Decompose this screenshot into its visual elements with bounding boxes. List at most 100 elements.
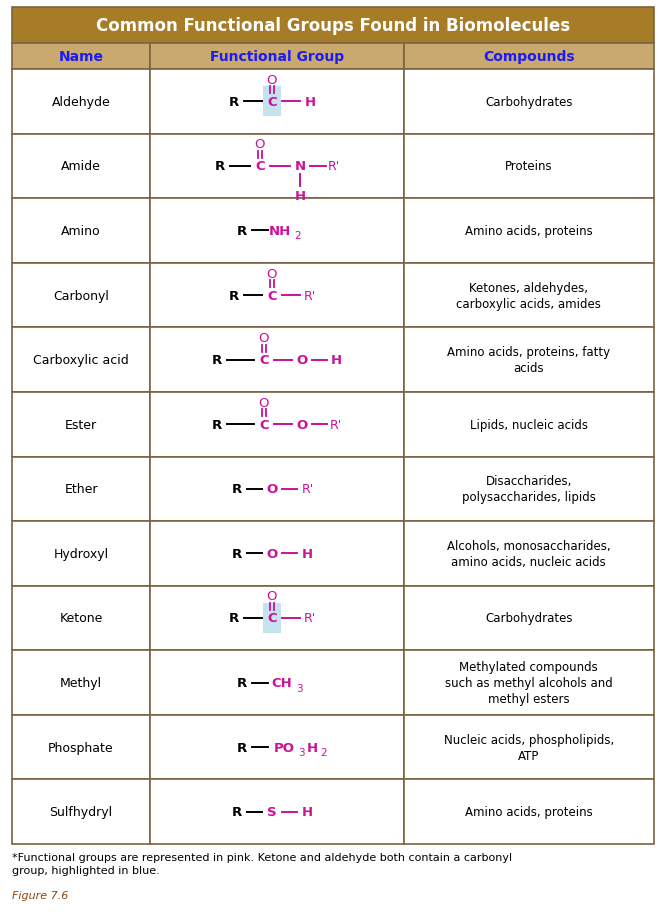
Text: Ketones, aldehydes,
carboxylic acids, amides: Ketones, aldehydes, carboxylic acids, am…	[456, 281, 601, 311]
Text: Carboxylic acid: Carboxylic acid	[33, 354, 129, 367]
Text: Ester: Ester	[65, 418, 97, 431]
Bar	[12, 264, 150, 328]
Text: R: R	[236, 225, 247, 238]
Text: H: H	[294, 190, 306, 203]
Text: Lipids, nucleic acids: Lipids, nucleic acids	[470, 418, 588, 431]
Text: Nucleic acids, phospholipids,
ATP: Nucleic acids, phospholipids, ATP	[444, 732, 614, 762]
Bar	[150, 392, 404, 457]
Text: Methylated compounds
such as methyl alcohols and
methyl esters: Methylated compounds such as methyl alco…	[445, 661, 613, 705]
Bar	[150, 779, 404, 844]
Text: R': R'	[304, 612, 316, 625]
Bar	[404, 328, 654, 392]
Text: Common Functional Groups Found in Biomolecules: Common Functional Groups Found in Biomol…	[96, 17, 570, 35]
Text: Sulfhydryl: Sulfhydryl	[49, 805, 113, 818]
Text: N: N	[294, 160, 306, 173]
Text: O: O	[254, 138, 265, 152]
Bar	[150, 328, 404, 392]
Text: Functional Group: Functional Group	[210, 50, 344, 64]
Bar	[150, 134, 404, 199]
Text: Ketone: Ketone	[59, 612, 103, 625]
Bar	[263, 603, 281, 633]
Text: C: C	[267, 612, 276, 625]
Bar	[404, 264, 654, 328]
Text: Ether: Ether	[64, 482, 98, 495]
Text: Alcohols, monosaccharides,
amino acids, nucleic acids: Alcohols, monosaccharides, amino acids, …	[447, 539, 611, 568]
Bar	[12, 8, 654, 44]
Text: O: O	[296, 354, 308, 367]
Text: R: R	[212, 418, 222, 431]
Text: R: R	[228, 612, 239, 625]
Text: 2: 2	[294, 232, 301, 241]
Bar	[12, 70, 150, 134]
Text: R: R	[214, 160, 225, 173]
Text: R': R'	[330, 418, 342, 431]
Text: Phosphate: Phosphate	[48, 741, 114, 754]
Text: R': R'	[302, 482, 314, 495]
Text: O: O	[296, 418, 308, 431]
Text: R': R'	[304, 289, 316, 302]
Text: Hydroxyl: Hydroxyl	[53, 548, 109, 561]
Text: C: C	[267, 96, 276, 108]
Bar	[150, 264, 404, 328]
Bar	[263, 87, 281, 117]
Text: C: C	[255, 160, 264, 173]
Text: 3: 3	[296, 683, 303, 693]
Text: R: R	[232, 548, 242, 561]
Bar	[404, 651, 654, 715]
Bar	[404, 44, 654, 70]
Text: C: C	[267, 289, 276, 302]
Text: Carbohydrates: Carbohydrates	[485, 612, 573, 625]
Text: 3: 3	[298, 747, 305, 757]
Text: Amino acids, proteins: Amino acids, proteins	[465, 805, 593, 818]
Text: Amino acids, proteins, fatty
acids: Amino acids, proteins, fatty acids	[448, 346, 610, 375]
Bar	[12, 651, 150, 715]
Bar	[12, 328, 150, 392]
Bar	[150, 457, 404, 521]
Text: R: R	[236, 741, 247, 754]
Text: O: O	[258, 332, 269, 345]
Bar	[404, 134, 654, 199]
Bar	[12, 779, 150, 844]
Text: H: H	[306, 741, 318, 754]
Text: R: R	[236, 676, 247, 689]
Bar	[150, 715, 404, 779]
Bar	[150, 44, 404, 70]
Text: R: R	[228, 289, 239, 302]
Bar	[12, 586, 150, 651]
Bar	[404, 392, 654, 457]
Text: Compounds: Compounds	[483, 50, 575, 64]
Bar	[12, 44, 150, 70]
Text: O: O	[258, 396, 269, 409]
Text: O: O	[266, 548, 278, 561]
Text: O: O	[266, 267, 277, 280]
Bar	[404, 715, 654, 779]
Bar	[404, 779, 654, 844]
Text: H: H	[304, 96, 316, 108]
Text: Methyl: Methyl	[60, 676, 102, 689]
Bar	[150, 521, 404, 586]
Text: H: H	[301, 548, 312, 561]
Text: R: R	[228, 96, 239, 108]
Text: NH: NH	[268, 225, 291, 238]
Bar	[404, 70, 654, 134]
Bar	[150, 586, 404, 651]
Text: C: C	[259, 354, 268, 367]
Text: R: R	[212, 354, 222, 367]
Bar	[404, 586, 654, 651]
Text: R: R	[232, 482, 242, 495]
Text: C: C	[259, 418, 268, 431]
Text: Carbonyl: Carbonyl	[53, 289, 109, 302]
Text: Aldehyde: Aldehyde	[52, 96, 111, 108]
Text: O: O	[266, 590, 277, 603]
Text: Proteins: Proteins	[505, 160, 553, 173]
Text: *Functional groups are represented in pink. Ketone and aldehyde both contain a c: *Functional groups are represented in pi…	[12, 852, 512, 875]
Text: R: R	[232, 805, 242, 818]
Bar	[404, 199, 654, 264]
Text: H: H	[301, 805, 312, 818]
Bar	[12, 134, 150, 199]
Text: 2: 2	[320, 747, 327, 757]
Bar	[12, 392, 150, 457]
Bar	[12, 457, 150, 521]
Text: Carbohydrates: Carbohydrates	[485, 96, 573, 108]
Text: Amide: Amide	[61, 160, 101, 173]
